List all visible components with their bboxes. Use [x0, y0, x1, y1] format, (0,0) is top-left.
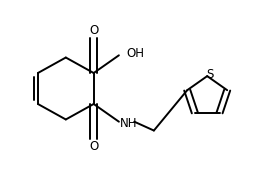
Text: O: O: [89, 140, 98, 153]
Text: NH: NH: [120, 117, 138, 130]
Text: S: S: [206, 68, 213, 81]
Text: O: O: [89, 24, 98, 37]
Text: OH: OH: [126, 47, 144, 59]
